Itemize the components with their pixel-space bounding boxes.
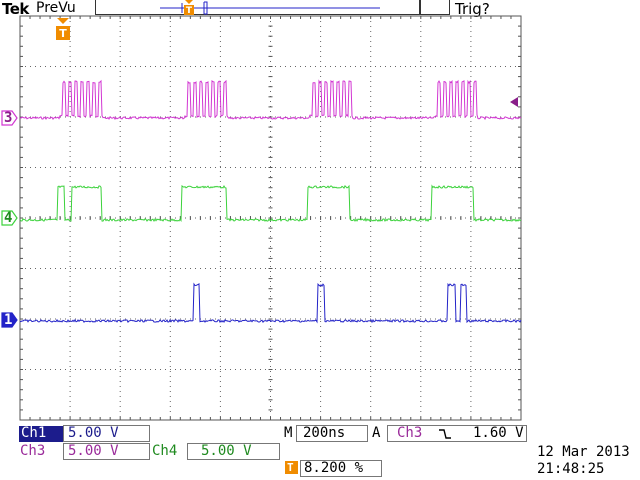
ch1-waveform [19,282,522,324]
trigger-position-box[interactable]: 8.200 % [300,460,382,477]
ch1-scale-value: 5.00 V [68,425,119,441]
timebase-box[interactable]: 200ns [296,425,368,442]
ch4-waveform [19,184,522,223]
record-view-bar[interactable] [95,0,420,15]
ch3-scale-value: 5.00 V [68,443,119,459]
ch1-marker-label: 1 [4,312,13,328]
ch4-scale-value: 5.00 V [201,443,252,459]
trigger-position-value: 8.200 % [304,460,364,476]
trigger-box[interactable]: Ch3 1.60 V [387,425,527,442]
ch3-marker-label: 3 [4,110,13,126]
time-display: 21:48:25 [537,461,605,477]
graticule [19,15,522,421]
trigger-mode-prefix: A [372,425,381,441]
ch3-scale-box[interactable]: 5.00 V [63,443,150,460]
trigger-status: Trig? [455,0,490,18]
timebase-value: 200ns [303,425,346,441]
brand-logo: Tek [2,0,29,18]
ch4-ground-marker-icon [1,210,18,226]
header-spacer [420,0,450,15]
trigger-position-readout-icon: T [285,461,298,474]
ch1-scale-box[interactable]: 5.00 V [63,425,150,442]
trigger-level-arrow-icon [510,97,518,107]
ch1-ground-marker-icon [1,312,18,328]
ch4-marker-label: 4 [4,210,13,226]
svg-text:T: T [59,27,67,40]
svg-text:T: T [186,6,193,16]
ch3-waveform [19,79,522,121]
ch1-scale-label[interactable]: Ch1 [19,426,63,442]
trigger-source: Ch3 [397,425,423,441]
date-display: 12 Mar 2013 [537,444,630,460]
ch4-scale-box[interactable]: 5.00 V [187,443,280,460]
acquisition-mode: PreVu [36,0,76,16]
record-trigger-icon: T [184,0,194,16]
ch4-scale-label[interactable]: Ch4 [152,443,178,459]
falling-edge-icon [439,429,451,439]
trigger-position-icon: T [56,18,70,40]
ch3-scale-label[interactable]: Ch3 [20,443,46,459]
trigger-level: 1.60 V [473,425,524,441]
timebase-prefix: M [284,425,293,441]
ch3-ground-marker-icon [1,110,18,126]
waveforms [19,79,522,324]
